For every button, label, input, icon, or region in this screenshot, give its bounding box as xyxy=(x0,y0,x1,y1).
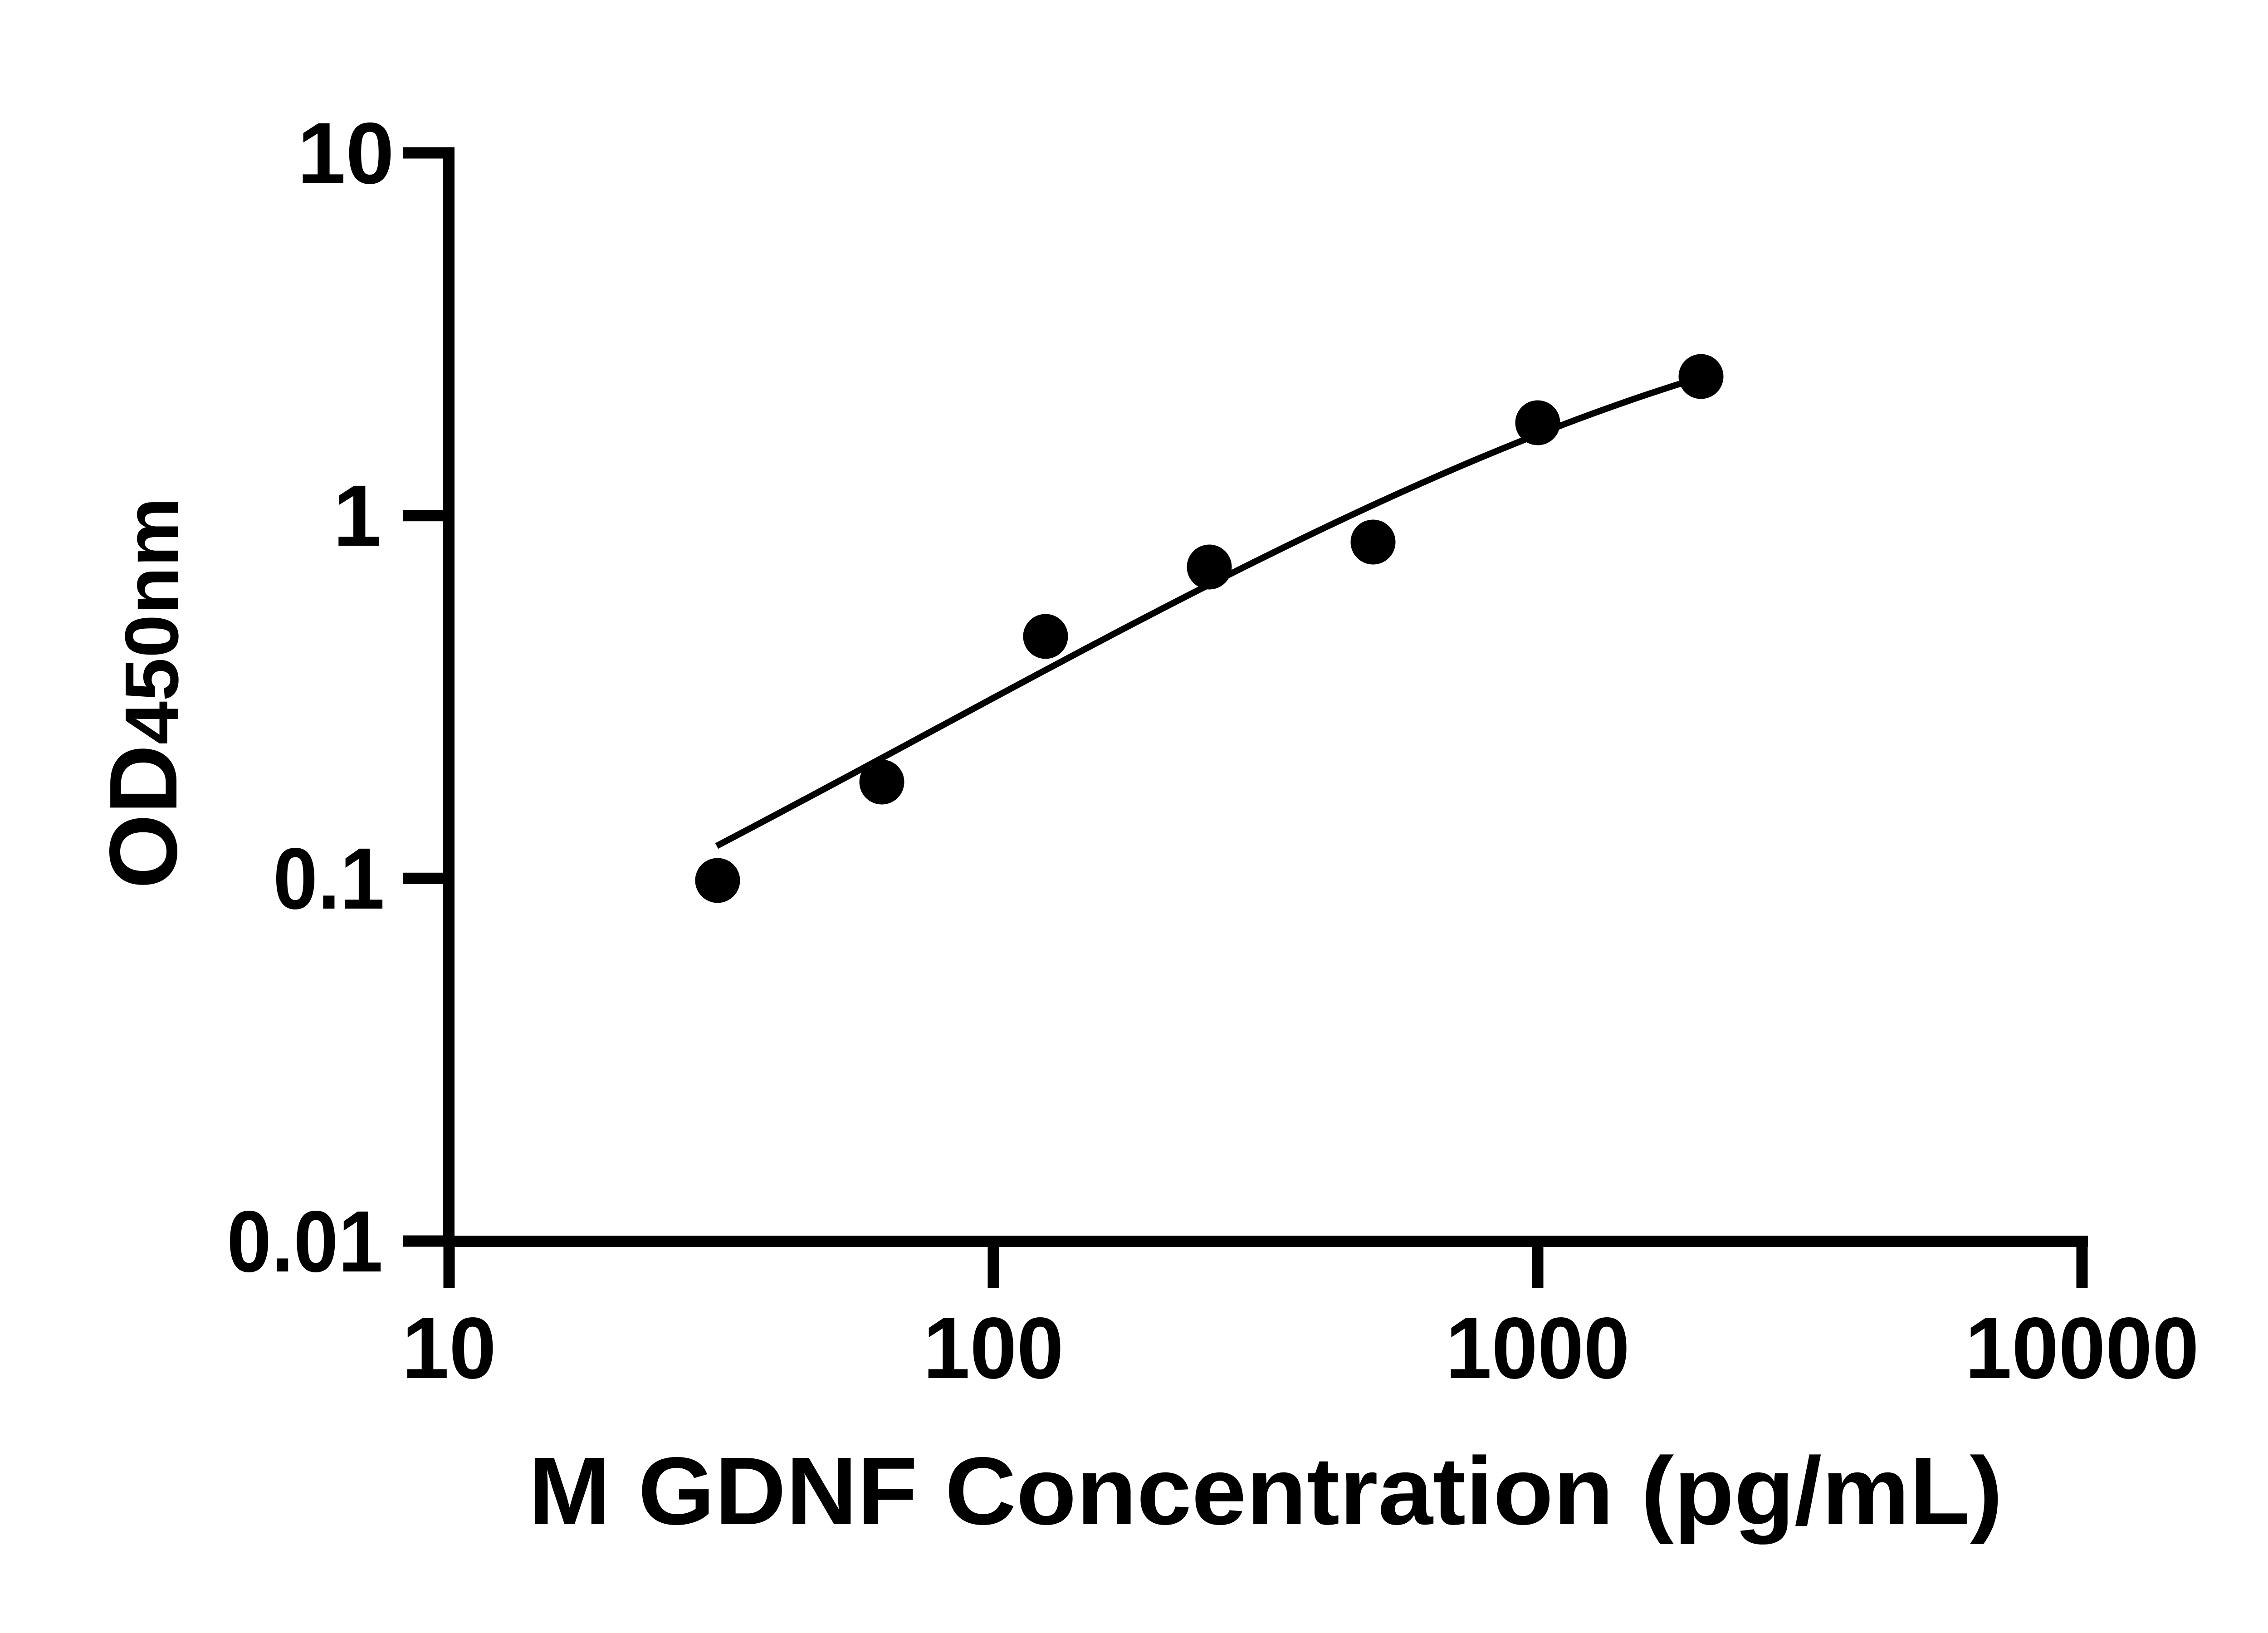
svg-text:1000: 1000 xyxy=(1446,1299,1630,1397)
svg-text:OD: OD xyxy=(89,745,197,889)
svg-text:1: 1 xyxy=(333,467,381,564)
svg-text:10: 10 xyxy=(402,1299,496,1397)
svg-text:0.01: 0.01 xyxy=(227,1193,383,1290)
svg-text:M GDNF Concentration (pg/mL): M GDNF Concentration (pg/mL) xyxy=(528,1437,2003,1545)
svg-text:0.1: 0.1 xyxy=(273,830,385,927)
svg-text:10000: 10000 xyxy=(1965,1299,2199,1397)
svg-text:450nm: 450nm xyxy=(110,498,194,745)
svg-text:10: 10 xyxy=(297,104,394,202)
svg-text:100: 100 xyxy=(923,1299,1064,1397)
